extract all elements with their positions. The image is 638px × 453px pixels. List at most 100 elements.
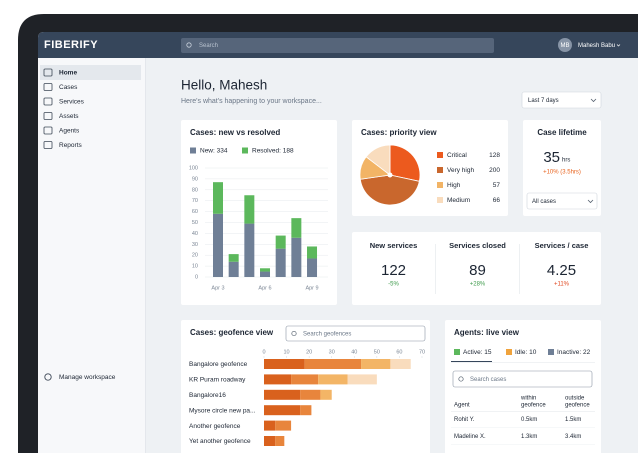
avatar-initials: MB [561,43,570,49]
legend-label: High [447,182,461,189]
sidebar-item[interactable]: Assets [59,113,79,120]
row-border [451,427,595,428]
card [523,120,601,216]
sidebar [38,58,145,453]
row-border [451,444,595,445]
greeting-title: Hello, Mahesh [181,78,267,93]
search-icon [291,330,297,337]
y-tick-label: 40 [192,231,198,237]
sidebar-border [145,58,146,453]
bar [291,218,302,238]
legend-label: Critical [447,152,467,159]
pie-slice [389,144,421,182]
category-label: Bangalore16 [189,392,226,399]
card-title: Cases: geofence view [190,328,274,337]
bar [307,246,318,259]
legend-tab[interactable]: Inactive: 22 [557,349,591,356]
filter-dropdown[interactable] [526,192,598,210]
bar [320,389,332,400]
chevron [587,199,594,204]
bar [244,223,255,277]
card [352,232,601,305]
y-tick-label: 90 [192,176,198,182]
bar [291,237,302,277]
sidebar-item[interactable]: Services [59,99,85,106]
x-tick-label: 30 [329,349,335,355]
search-box[interactable] [181,38,494,53]
agent-search[interactable] [452,370,593,388]
legend-swatch [190,147,196,154]
column-header: within [520,396,536,402]
geofence-search[interactable] [285,325,426,342]
bar [307,258,318,277]
service-label: New services [370,241,418,250]
sidebar-icon [43,97,53,106]
y-tick-label: 100 [189,165,198,171]
table-cell: 3.4km [565,434,581,440]
y-tick-label: 10 [192,264,198,270]
legend-value: 128 [489,152,500,159]
card-title: Case lifetime [537,128,587,137]
divider [435,244,436,294]
bar [275,436,285,446]
manage-workspace[interactable]: Manage workspace [59,374,116,381]
legend-tab[interactable]: Idle: 10 [515,349,537,356]
service-label: Services / case [535,241,589,250]
legend-swatch [437,167,443,173]
service-value: 4.25 [547,262,576,279]
x-tick-label: 0 [262,349,265,355]
legend-value: 66 [493,197,501,204]
column-header: outside [565,396,585,402]
legend-swatch [437,197,443,203]
bar [275,420,292,431]
legend-tab[interactable]: Active: 15 [463,349,492,356]
bar [318,374,348,385]
y-tick-label: 60 [192,209,198,215]
legend-swatch [454,349,460,355]
card [181,320,430,453]
sidebar-item[interactable]: Home [59,70,77,77]
bar [275,235,286,249]
card-title: Cases: new vs resolved [190,128,280,137]
sidebar-item[interactable]: Reports [59,142,83,149]
bar [260,268,271,272]
bar [291,374,319,385]
bar [244,195,255,224]
range-dropdown[interactable] [521,91,602,109]
category-label: KR Puram roadway [189,377,246,384]
legend-swatch [437,182,443,188]
service-change: -5% [388,282,399,288]
service-value: 122 [381,262,406,279]
sidebar-item[interactable]: Cases [59,84,78,91]
bar [228,261,239,277]
logo: FIBERIFY [44,39,98,51]
table-cell: 1.5km [565,417,581,423]
bar [264,405,301,416]
legend-value: 200 [489,167,500,174]
service-label: Services closed [449,241,506,250]
sidebar-icon [43,141,53,149]
agent-search-placeholder: Search cases [470,377,506,383]
header-border [451,411,595,412]
avatar[interactable] [558,38,572,52]
search-icon [458,376,464,382]
x-tick-label: 40 [351,349,357,355]
category-label: Mysore circle new pa... [189,407,256,414]
bar [264,389,301,400]
chevron [590,98,597,103]
y-tick-label: 80 [192,187,198,193]
x-tick-label: 20 [306,349,312,355]
x-tick-label: 10 [284,349,290,355]
bar [347,374,377,385]
sidebar-item[interactable]: Agents [59,128,80,135]
category-label: Bangalore geofence [189,361,248,368]
search-icon [186,42,192,48]
bar [213,182,223,214]
sidebar-icon [43,68,53,77]
legend-label: Resolved: 188 [252,148,294,155]
y-tick-label: 20 [192,253,198,259]
column-header: geofence [565,403,590,409]
legend-swatch [506,349,512,355]
